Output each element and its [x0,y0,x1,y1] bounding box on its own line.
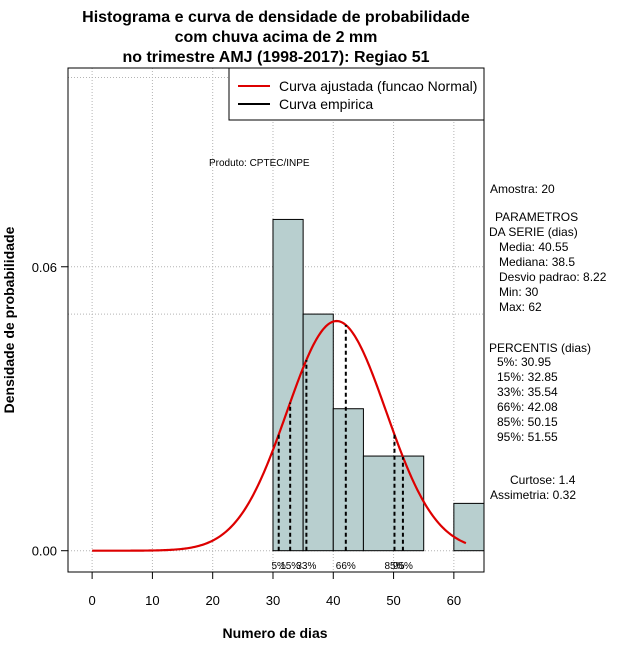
percentile-value: 15%: 32.85 [497,370,558,384]
x-tick-label: 60 [447,593,461,608]
sample-size: Amostra: 20 [490,182,555,196]
x-tick-label: 20 [205,593,219,608]
x-tick-label: 30 [266,593,280,608]
chart-title: no trimestre AMJ (1998-2017): Regiao 51 [122,49,429,66]
percentile-value: 66%: 42.08 [497,400,558,414]
skewness: Assimetria: 0.32 [490,488,576,502]
params-title: PARAMETROS [495,210,578,224]
params-subtitle: DA SERIE (dias) [489,225,578,239]
percentile-label-66: 66% [336,561,356,572]
legend-label: Curva ajustada (funcao Normal) [279,78,477,94]
percentile-label-5: 5% [271,561,286,572]
x-tick-label: 40 [326,593,340,608]
param-value: Desvio padrao: 8.22 [499,270,607,284]
percentile-label-33: 33% [296,561,316,572]
percentile-value: 85%: 50.15 [497,415,558,429]
percentile-label-85: 85% [384,561,404,572]
x-tick-label: 0 [88,593,95,608]
x-tick-label: 10 [145,593,159,608]
kurtosis: Curtose: 1.4 [510,473,576,487]
histogram-bar-1 [272,218,304,552]
percentile-value: 95%: 51.55 [497,430,558,444]
x-tick-label: 50 [386,593,400,608]
y-tick-label: 0.00 [32,544,57,559]
chart-title: Histograma e curva de densidade de proba… [82,9,470,26]
x-axis-title: Numero de dias [222,625,327,641]
percentile-value: 5%: 30.95 [497,355,551,369]
param-value: Max: 62 [499,300,542,314]
param-value: Min: 30 [499,285,539,299]
histogram-bar-3 [332,408,364,552]
chart-title: com chuva acima de 2 mm [175,29,378,46]
param-value: Mediana: 38.5 [499,255,575,269]
percentiles-title: PERCENTIS (dias) [489,341,591,355]
histogram-bar-2 [302,313,334,552]
histogram-bar-5 [453,502,485,552]
y-axis-title: Densidade de probabilidade [1,226,17,413]
percentile-label-15: 15% [280,561,300,572]
percentile-value: 33%: 35.54 [497,385,558,399]
y-tick-label: 0.06 [32,260,57,275]
legend-label: Curva empirica [279,96,373,112]
legend-box [228,67,485,121]
percentile-label-95: 95% [393,561,413,572]
param-value: Media: 40.55 [499,240,569,254]
product-label: Produto: CPTEC/INPE [209,158,310,169]
